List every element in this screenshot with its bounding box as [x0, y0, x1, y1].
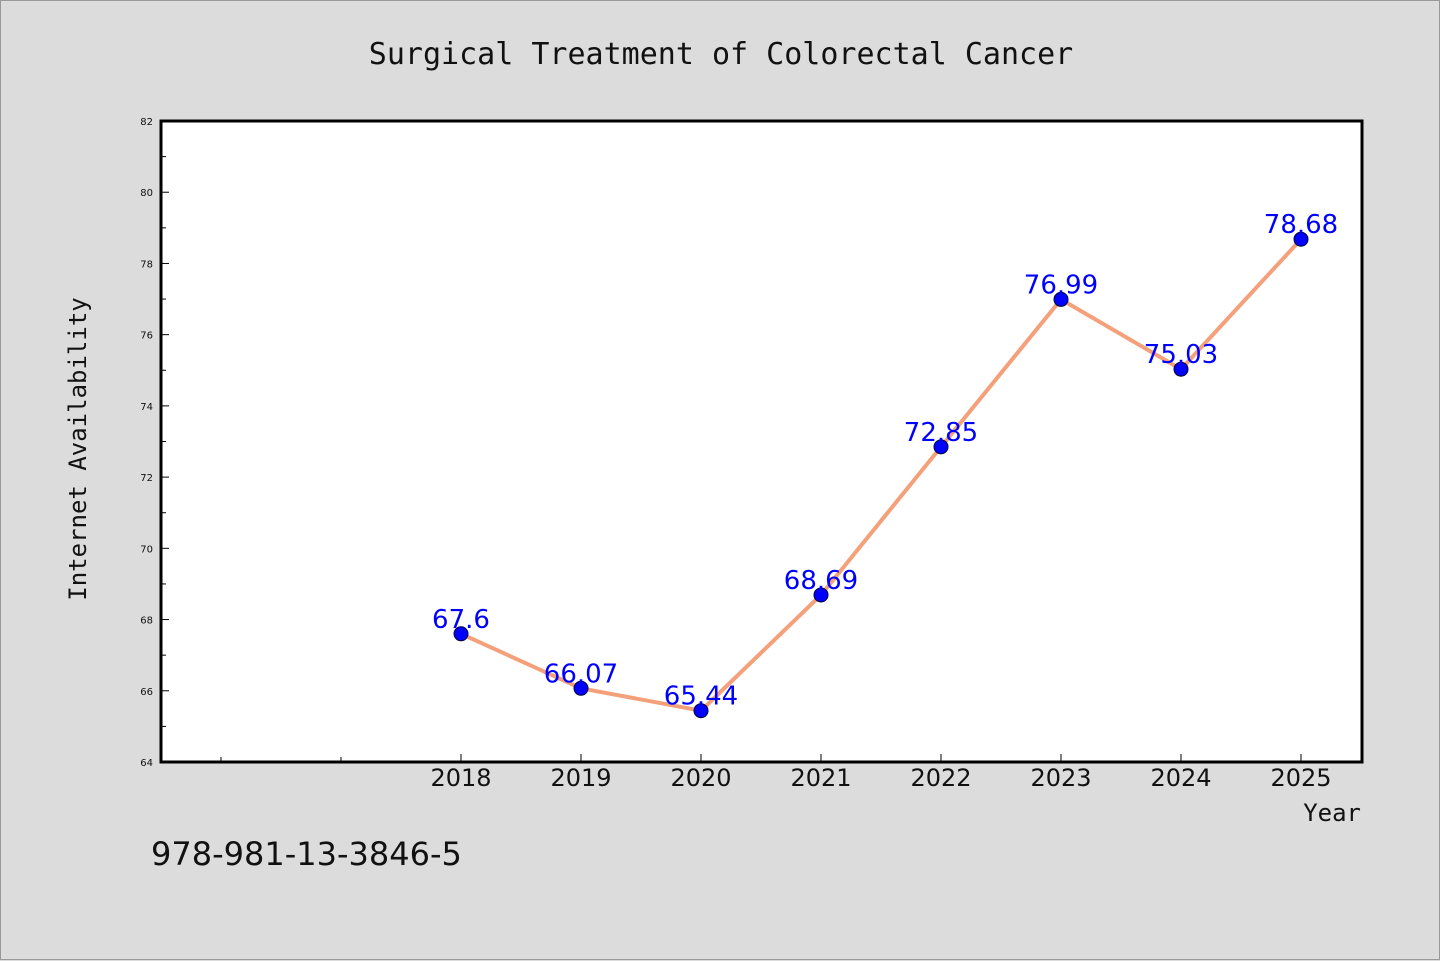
y-tick-label: 82	[140, 117, 153, 128]
y-tick-label: 72	[140, 473, 153, 484]
y-axis-label: Internet Availability	[64, 297, 92, 600]
data-label: 76.99	[1024, 270, 1098, 300]
isbn-annotation: 978-981-13-3846-5	[151, 835, 462, 873]
data-point	[1173, 361, 1189, 377]
x-tick-label: 2024	[1150, 764, 1211, 792]
data-label: 68.69	[784, 566, 858, 596]
x-tick-label: 2025	[1270, 764, 1331, 792]
data-point	[1293, 231, 1309, 247]
x-axis: 2018 2019 2020 2021 2022 2023 2024 2025	[220, 754, 1332, 792]
y-tick-label: 68	[140, 616, 153, 627]
y-tick-label: 66	[140, 687, 153, 698]
chart-title: Surgical Treatment of Colorectal Cancer	[369, 37, 1073, 72]
x-axis-label: Year	[1303, 799, 1361, 827]
data-label: 67.6	[432, 605, 490, 635]
x-tick-label: 2021	[790, 764, 851, 792]
x-tick-label: 2022	[910, 764, 971, 792]
data-labels: 67.6 66.07 65.44 68.69 72.85 76.99 75.03 78.68	[432, 210, 1338, 711]
data-point	[1053, 291, 1069, 307]
data-point	[573, 680, 589, 696]
data-label: 65.44	[664, 682, 738, 712]
data-point	[453, 626, 469, 642]
data-point	[933, 439, 949, 455]
y-tick-label: 80	[140, 188, 153, 199]
y-tick-label: 64	[140, 758, 153, 769]
data-point	[693, 703, 709, 719]
x-tick-label: 2023	[1030, 764, 1091, 792]
y-tick-label: 70	[140, 544, 153, 555]
data-label: 72.85	[904, 418, 978, 448]
data-points	[453, 231, 1309, 719]
data-point	[813, 587, 829, 603]
data-label: 75.03	[1144, 340, 1218, 370]
series-line	[459, 237, 1303, 713]
plot-area	[159, 119, 1364, 764]
y-axis: 64 66 68 70 72 74 76 78 80 82	[140, 117, 169, 769]
x-tick-label: 2018	[430, 764, 491, 792]
data-label: 66.07	[544, 659, 618, 689]
y-tick-label: 74	[140, 402, 153, 413]
y-tick-label: 78	[140, 259, 153, 270]
x-tick-label: 2019	[550, 764, 611, 792]
y-tick-label: 76	[140, 331, 153, 342]
series-polyline	[459, 237, 1303, 713]
x-tick-label: 2020	[670, 764, 731, 792]
data-label: 78.68	[1264, 210, 1338, 240]
